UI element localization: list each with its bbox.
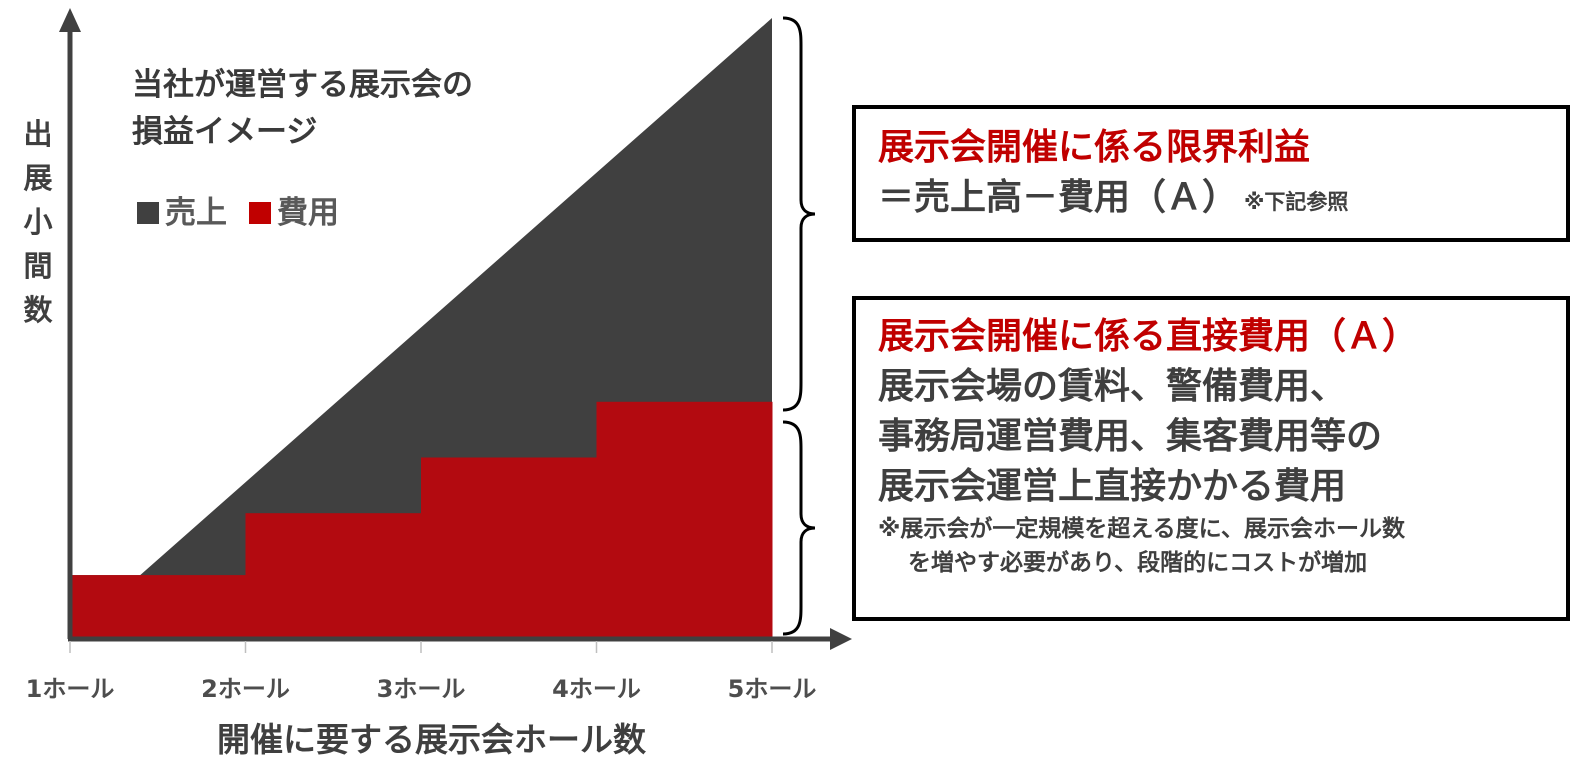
legend-swatch-cost [249, 202, 271, 224]
chart-legend: 売上 費用 [137, 193, 361, 233]
x-axis-arrowhead [830, 628, 852, 650]
profit-brace [782, 16, 816, 412]
cost-step-2 [245, 513, 422, 637]
legend-item-cost: 費用 [249, 193, 339, 233]
direct-cost-note-2: を増やす必要があり、段階的にコストが増加 [908, 550, 1368, 576]
cost-step-1 [70, 575, 246, 637]
y-axis-label-char-1: 出 [23, 117, 53, 151]
direct-cost-line-3: 展示会運営上直接かかる費用 [878, 466, 1347, 507]
direct-cost-note-1: ※展示会が一定規模を超える度に、展示会ホール数 [878, 516, 1405, 542]
legend-swatch-revenue [137, 202, 159, 224]
cost-step-4 [596, 401, 773, 637]
y-axis-label: 出展小間数 [18, 112, 58, 332]
y-axis-label-char-5: 数 [23, 293, 53, 327]
marginal-profit-heading: 展示会開催に係る限界利益 [878, 127, 1311, 168]
axis-layer [59, 8, 852, 653]
brace-layer [782, 16, 816, 636]
direct-cost-box: 展示会開催に係る直接費用（Ａ） 展示会場の賃料、警備費用、 事務局運営費用、集客… [852, 296, 1570, 621]
y-axis-arrowhead [59, 8, 81, 32]
marginal-profit-formula-line: ＝売上高－費用（Ａ） ※下記参照 [878, 173, 1566, 227]
cost-step-3 [421, 457, 597, 637]
x-tick-label-3: 3ホール [376, 675, 466, 703]
legend-item-revenue: 売上 [137, 193, 227, 233]
x-tick-label-4: 4ホール [552, 675, 641, 703]
direct-cost-heading: 展示会開催に係る直接費用（Ａ） [878, 316, 1419, 357]
chart-svg [59, 8, 852, 653]
y-axis-label-char-3: 小 [23, 205, 53, 239]
cost-brace [782, 420, 816, 636]
marginal-profit-formula: ＝売上高－費用（Ａ） [878, 177, 1239, 218]
chart-title: 当社が運営する展示会の 損益イメージ [132, 62, 473, 156]
y-axis-label-char-2: 展 [23, 161, 53, 195]
marginal-profit-box: 展示会開催に係る限界利益 ＝売上高－費用（Ａ） ※下記参照 [852, 105, 1570, 242]
marginal-profit-note: ※下記参照 [1244, 190, 1349, 214]
legend-label-revenue: 売上 [165, 195, 227, 231]
y-axis-label-char-4: 間 [23, 249, 53, 283]
x-tick-label-1: 1ホール [25, 675, 115, 703]
chart-title-line-1: 当社が運営する展示会の [132, 67, 473, 103]
x-tick-label-5: 5ホール [727, 675, 817, 703]
legend-label-cost: 費用 [277, 195, 339, 231]
x-axis-label: 開催に要する展示会ホール数 [217, 720, 646, 759]
x-tick-label-2: 2ホール [201, 675, 290, 703]
chart-title-line-2: 損益イメージ [132, 114, 318, 150]
direct-cost-line-1: 展示会場の賃料、警備費用、 [878, 366, 1347, 407]
plot-layer [70, 18, 773, 637]
direct-cost-line-2: 事務局運営費用、集客費用等の [878, 416, 1383, 457]
